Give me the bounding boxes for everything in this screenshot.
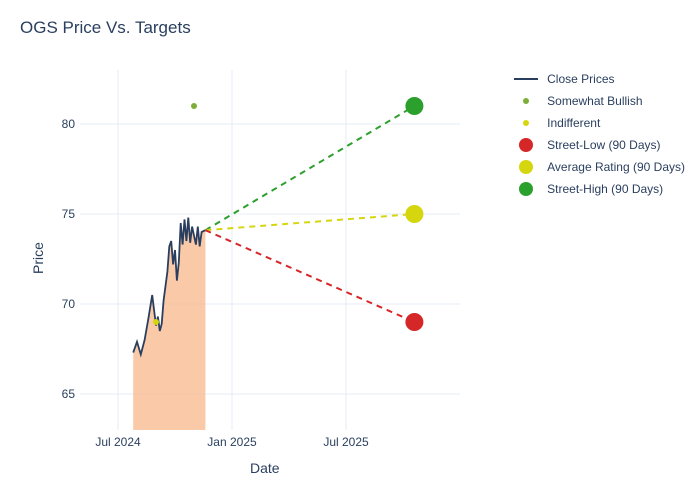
legend-item[interactable]: Indifferent [511, 114, 685, 132]
legend: Close Prices Somewhat Bullish Indifferent S… [511, 70, 685, 202]
legend-dot-icon [519, 160, 533, 174]
legend-item[interactable]: Average Rating (90 Days) [511, 158, 685, 176]
x-tick-label: Jan 2025 [207, 435, 256, 449]
legend-swatch [511, 94, 541, 108]
legend-label: Street-High (90 Days) [547, 182, 663, 196]
legend-label: Somewhat Bullish [547, 94, 642, 108]
scatter-dot-bullish [191, 103, 197, 109]
legend-label: Street-Low (90 Days) [547, 138, 660, 152]
legend-item[interactable]: Street-High (90 Days) [511, 180, 685, 198]
projection-line-avg [205, 214, 414, 230]
y-tick-label: 65 [45, 387, 75, 401]
legend-label: Close Prices [547, 72, 614, 86]
legend-label: Indifferent [547, 116, 600, 130]
legend-swatch [511, 182, 541, 196]
y-axis-title: Price [30, 242, 46, 274]
legend-dot-icon [519, 182, 533, 196]
legend-swatch [511, 138, 541, 152]
legend-item[interactable]: Somewhat Bullish [511, 92, 685, 110]
legend-label: Average Rating (90 Days) [547, 160, 685, 174]
target-dot-avg [405, 205, 423, 223]
plot-area [80, 70, 460, 430]
y-tick-label: 75 [45, 207, 75, 221]
target-dot-low [405, 313, 423, 331]
legend-dot-icon [523, 98, 529, 104]
projection-line-low [205, 230, 414, 322]
x-tick-label: Jul 2025 [323, 435, 368, 449]
legend-item[interactable]: Close Prices [511, 70, 685, 88]
y-tick-label: 80 [45, 117, 75, 131]
chart-title: OGS Price Vs. Targets [20, 18, 191, 38]
y-tick-label: 70 [45, 297, 75, 311]
legend-item[interactable]: Street-Low (90 Days) [511, 136, 685, 154]
legend-swatch [511, 72, 541, 86]
x-tick-label: Jul 2024 [95, 435, 140, 449]
legend-swatch [511, 160, 541, 174]
target-dot-high [405, 97, 423, 115]
legend-swatch [511, 116, 541, 130]
legend-line-icon [514, 78, 538, 80]
projection-line-high [205, 106, 414, 230]
legend-dot-icon [523, 120, 529, 126]
scatter-dot-indifferent [153, 319, 159, 325]
chart-container: OGS Price Vs. Targets 65 70 75 80 Jul 2024 J… [0, 0, 700, 500]
x-axis-title: Date [250, 460, 280, 476]
legend-dot-icon [519, 138, 533, 152]
